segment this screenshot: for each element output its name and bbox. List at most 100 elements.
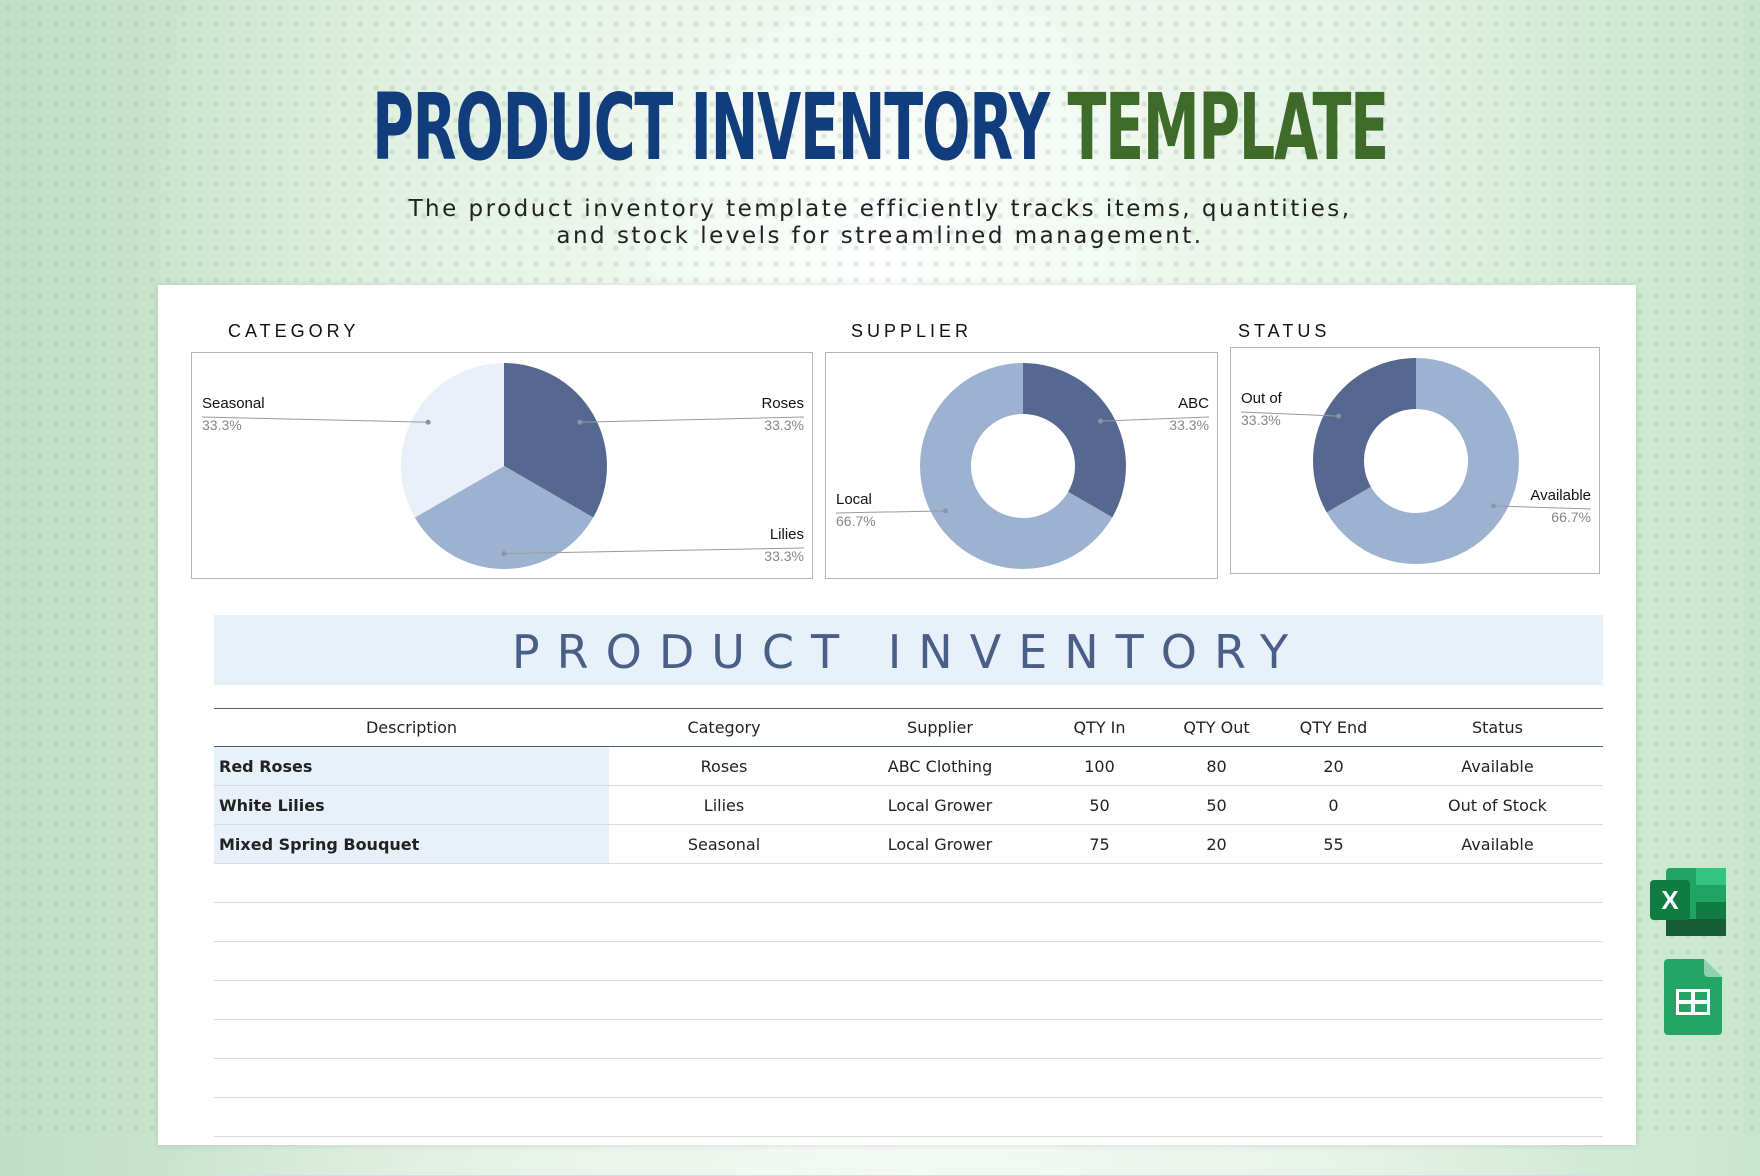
cell-qty-in[interactable]: 75 — [1041, 824, 1158, 864]
cell-description[interactable]: Mixed Spring Bouquet — [214, 824, 609, 864]
empty-cell[interactable] — [609, 980, 839, 1020]
empty-cell[interactable] — [1158, 1097, 1275, 1137]
leader-line — [201, 416, 429, 423]
empty-cell[interactable] — [1158, 941, 1275, 981]
category-pie-svg: Roses 33.3% Lilies 33.3% Seasonal 33.3% — [201, 363, 805, 569]
slice-label: Local — [836, 491, 872, 508]
empty-cell[interactable] — [1158, 902, 1275, 942]
cell-category[interactable]: Seasonal — [609, 824, 839, 864]
empty-cell[interactable] — [839, 941, 1041, 981]
empty-cell[interactable] — [1041, 1019, 1158, 1059]
empty-cell[interactable] — [1275, 1097, 1392, 1137]
empty-cell[interactable] — [1041, 1136, 1158, 1176]
empty-cell[interactable] — [214, 980, 609, 1020]
header-supplier: Supplier — [839, 708, 1041, 747]
empty-cell[interactable] — [214, 941, 609, 981]
empty-cell[interactable] — [839, 1019, 1041, 1059]
empty-cell[interactable] — [214, 902, 609, 942]
leader-dot — [943, 508, 949, 514]
empty-cell[interactable] — [1392, 1097, 1603, 1137]
empty-cell[interactable] — [609, 1019, 839, 1059]
empty-cell[interactable] — [609, 902, 839, 942]
empty-cell[interactable] — [609, 941, 839, 981]
empty-cell[interactable] — [1041, 902, 1158, 942]
empty-cell[interactable] — [1158, 1136, 1275, 1176]
cell-category[interactable]: Lilies — [609, 785, 839, 825]
table-row-empty — [214, 902, 1603, 942]
cell-qty-in[interactable]: 50 — [1041, 785, 1158, 825]
empty-cell[interactable] — [1392, 1019, 1603, 1059]
empty-cell[interactable] — [1158, 1058, 1275, 1098]
status-donut-svg: Available 66.7% Out of 33.3% — [1240, 358, 1592, 564]
cell-qty-end[interactable]: 0 — [1275, 785, 1392, 825]
empty-cell[interactable] — [609, 863, 839, 903]
empty-cell[interactable] — [1041, 863, 1158, 903]
empty-cell[interactable] — [1275, 1136, 1392, 1176]
empty-cell[interactable] — [1275, 1019, 1392, 1059]
empty-cell[interactable] — [1041, 1097, 1158, 1137]
empty-cell[interactable] — [1275, 980, 1392, 1020]
empty-cell[interactable] — [1392, 980, 1603, 1020]
slice-label: Available — [1530, 487, 1591, 504]
header-description: Description — [214, 708, 609, 747]
cell-qty-in[interactable]: 100 — [1041, 746, 1158, 786]
empty-cell[interactable] — [1392, 902, 1603, 942]
status-chart: Available 66.7% Out of 33.3% — [1230, 347, 1600, 574]
empty-cell[interactable] — [1392, 863, 1603, 903]
excel-icon[interactable]: X — [1650, 868, 1728, 942]
empty-cell[interactable] — [1158, 863, 1275, 903]
table-row-empty — [214, 1136, 1603, 1176]
empty-cell[interactable] — [214, 1019, 609, 1059]
empty-cell[interactable] — [609, 1136, 839, 1176]
cell-description[interactable]: White Lilies — [214, 785, 609, 825]
cell-status[interactable]: Available — [1392, 824, 1603, 864]
empty-cell[interactable] — [214, 1136, 609, 1176]
empty-cell[interactable] — [1041, 941, 1158, 981]
cell-supplier[interactable]: Local Grower — [839, 785, 1041, 825]
empty-cell[interactable] — [1275, 1058, 1392, 1098]
cell-category[interactable]: Roses — [609, 746, 839, 786]
empty-cell[interactable] — [839, 1097, 1041, 1137]
google-sheets-icon[interactable] — [1664, 959, 1722, 1039]
empty-cell[interactable] — [839, 902, 1041, 942]
empty-cell[interactable] — [839, 1136, 1041, 1176]
cell-qty-out[interactable]: 80 — [1158, 746, 1275, 786]
empty-cell[interactable] — [214, 1058, 609, 1098]
slice-available — [1326, 358, 1519, 564]
empty-cell[interactable] — [1275, 941, 1392, 981]
empty-cell[interactable] — [1392, 1136, 1603, 1176]
table-row: Red Roses Roses ABC Clothing 100 80 20 A… — [214, 746, 1603, 786]
supplier-chart-label: SUPPLIER — [851, 321, 973, 341]
empty-cell[interactable] — [214, 1097, 609, 1137]
empty-cell[interactable] — [839, 863, 1041, 903]
empty-cell[interactable] — [609, 1058, 839, 1098]
empty-cell[interactable] — [1275, 902, 1392, 942]
inventory-table: Description Category Supplier QTY In QTY… — [214, 708, 1603, 1176]
empty-cell[interactable] — [839, 980, 1041, 1020]
title-part-2: TEMPLATE — [1067, 74, 1389, 181]
cell-description[interactable]: Red Roses — [214, 746, 609, 786]
cell-qty-end[interactable]: 55 — [1275, 824, 1392, 864]
empty-cell[interactable] — [1392, 1058, 1603, 1098]
cell-qty-out[interactable]: 20 — [1158, 824, 1275, 864]
table-row-empty — [214, 1097, 1603, 1137]
cell-status[interactable]: Out of Stock — [1392, 785, 1603, 825]
cell-supplier[interactable]: Local Grower — [839, 824, 1041, 864]
empty-cell[interactable] — [1158, 1019, 1275, 1059]
cell-qty-end[interactable]: 20 — [1275, 746, 1392, 786]
header-qty-end: QTY End — [1275, 708, 1392, 747]
cell-status[interactable]: Available — [1392, 746, 1603, 786]
empty-cell[interactable] — [839, 1058, 1041, 1098]
empty-cell[interactable] — [1275, 863, 1392, 903]
empty-cell[interactable] — [1041, 980, 1158, 1020]
slice-seasonal — [401, 363, 504, 518]
cell-supplier[interactable]: ABC Clothing — [839, 746, 1041, 786]
empty-cell[interactable] — [609, 1097, 839, 1137]
empty-cell[interactable] — [1041, 1058, 1158, 1098]
slice-roses — [504, 363, 607, 518]
empty-cell[interactable] — [1158, 980, 1275, 1020]
empty-cell[interactable] — [1392, 941, 1603, 981]
empty-cell[interactable] — [214, 863, 609, 903]
supplier-donut-svg: ABC 33.3% Local 66.7% — [835, 363, 1209, 569]
cell-qty-out[interactable]: 50 — [1158, 785, 1275, 825]
